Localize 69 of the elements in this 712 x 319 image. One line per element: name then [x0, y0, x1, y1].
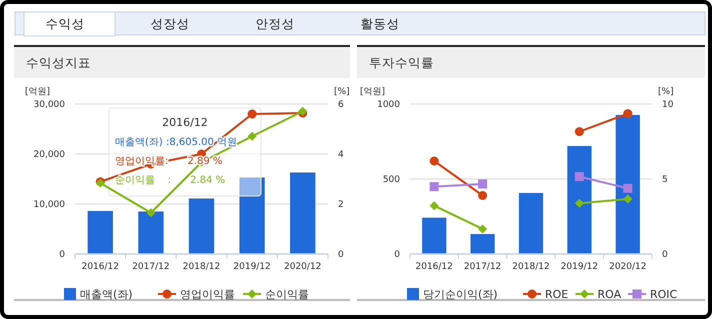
x-tick-label: 2018/12	[512, 262, 550, 272]
x-tick-label: 2016/12	[82, 262, 119, 272]
y-tick-label: 30,000	[34, 100, 66, 110]
text: 활동성	[360, 16, 400, 31]
text: 수익성	[46, 16, 84, 31]
bar	[518, 192, 544, 254]
y2-tick-label: 5	[662, 175, 668, 185]
y-tick-label: 20,000	[34, 150, 66, 160]
y2-tick-label: 10	[662, 100, 674, 110]
x-tick-label: 2017/12	[132, 262, 170, 272]
y-tick-label: 1000	[377, 100, 400, 110]
annotation: 매출액(좌) :8,605.00 억원	[115, 137, 238, 148]
x-tick-label: 2020/12	[609, 262, 646, 272]
legend-label: ROA	[598, 288, 622, 301]
legend-label: ROIC	[650, 288, 678, 301]
legend-label: ROE	[545, 288, 568, 301]
bar	[616, 114, 640, 254]
point	[574, 172, 584, 182]
bar	[470, 234, 495, 254]
point	[248, 132, 257, 141]
point	[248, 110, 257, 118]
point	[430, 156, 439, 166]
bar	[290, 172, 316, 254]
y-axis-title: [억원]	[25, 87, 50, 97]
point	[623, 184, 632, 193]
point	[623, 109, 632, 118]
y2-axis-title: [%]	[334, 87, 350, 97]
bar	[239, 178, 265, 254]
y-tick-label: 0	[59, 250, 66, 260]
x-tick-label: 2016/12	[416, 262, 453, 272]
y2-tick-label: 0	[338, 250, 344, 260]
legend-label: 매출액(좌)	[80, 288, 133, 301]
point	[146, 208, 156, 218]
bar	[188, 198, 214, 254]
legend-label: 영업이익률	[180, 288, 235, 301]
x-tick-label: 2018/12	[182, 262, 220, 272]
annotation: 순이익률 : 2.84 %	[115, 175, 226, 186]
point	[574, 127, 584, 136]
y2-tick-label: 2	[338, 200, 344, 210]
bar	[88, 210, 113, 254]
point	[430, 182, 439, 192]
point	[478, 191, 488, 200]
point	[574, 198, 584, 208]
point	[430, 201, 439, 210]
bar	[138, 212, 164, 254]
annotation: 2016/12	[162, 116, 208, 129]
x-tick-label: 2020/12	[284, 262, 322, 272]
chart-title: 투자수익률	[369, 55, 434, 70]
y-axis-title: [억원]	[360, 87, 386, 97]
bar	[567, 146, 592, 254]
y-tick-label: 500	[382, 175, 400, 185]
chart-title: 수익성지표	[26, 55, 91, 70]
y-tick-label: 10,000	[34, 200, 66, 210]
y-tick-label: 0	[394, 250, 400, 260]
text: 성장성	[150, 16, 190, 31]
y2-axis-title: [%]	[658, 87, 674, 97]
y2-tick-label: 0	[662, 250, 668, 260]
point	[478, 224, 488, 234]
x-tick-label: 2017/12	[464, 262, 502, 272]
bar	[422, 218, 446, 254]
text: 안정성	[256, 16, 294, 31]
point	[478, 179, 488, 188]
y2-tick-label: 4	[338, 150, 344, 160]
x-tick-label: 2019/12	[233, 262, 271, 272]
legend-label: 순이익률	[265, 288, 309, 301]
y2-tick-label: 6	[338, 100, 344, 110]
legend-label: 당기순이익(좌)	[423, 288, 498, 301]
point	[623, 194, 632, 204]
x-tick-label: 2019/12	[560, 262, 598, 272]
